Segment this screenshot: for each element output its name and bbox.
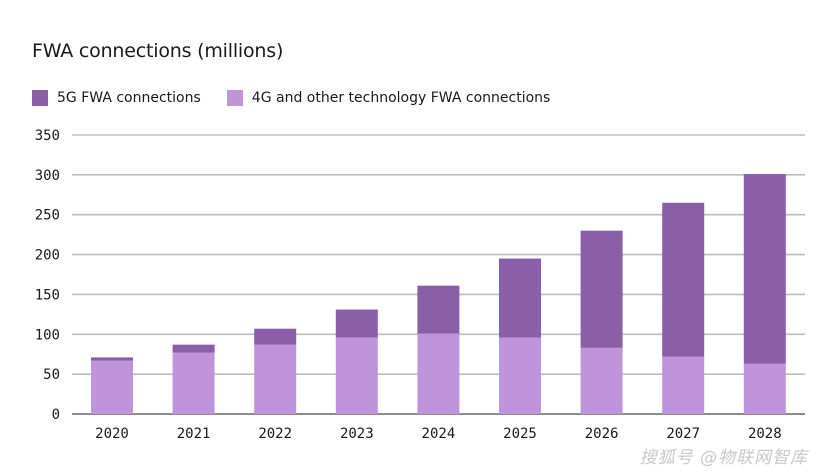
y-tick-label: 100 — [35, 327, 60, 343]
legend-swatch-5g — [32, 90, 48, 106]
legend-item-5g: 5G FWA connections — [32, 90, 201, 106]
x-tick-label: 2027 — [666, 426, 700, 442]
y-tick-label: 0 — [52, 407, 60, 423]
bar-5g-2028 — [743, 174, 786, 364]
chart-legend: 5G FWA connections 4G and other technolo… — [32, 90, 576, 106]
y-tick-label: 200 — [35, 248, 60, 264]
x-tick-label: 2022 — [258, 426, 292, 442]
bars — [91, 174, 786, 414]
legend-item-4g: 4G and other technology FWA connections — [226, 90, 551, 106]
bar-4g-2025 — [499, 337, 541, 414]
watermark: 搜狐号 @物联网智库 — [639, 448, 808, 468]
bar-5g-2022 — [254, 328, 297, 345]
y-tick-label: 350 — [35, 128, 60, 144]
y-axis-ticks: 0 50 100 150 200 250 300 350 — [35, 128, 60, 423]
bar-4g-2027 — [662, 356, 705, 414]
x-tick-label: 2024 — [422, 426, 456, 442]
x-tick-label: 2021 — [177, 426, 211, 442]
bar-4g-2022 — [254, 344, 297, 414]
bar-5g-2023 — [335, 309, 378, 338]
legend-label-5g: 5G FWA connections — [57, 90, 201, 106]
bar-4g-2020 — [91, 360, 133, 414]
x-tick-label: 2028 — [748, 426, 782, 442]
x-axis-ticks: 2020 2021 2022 2023 2024 2025 2026 2027 2028 — [95, 426, 782, 442]
y-tick-label: 300 — [35, 168, 60, 184]
legend-label-4g: 4G and other technology FWA connections — [251, 90, 551, 106]
bar-5g-2024 — [417, 285, 460, 334]
x-tick-label: 2025 — [503, 426, 537, 442]
bar-5g-2027 — [662, 202, 705, 357]
y-tick-label: 150 — [35, 287, 60, 303]
bar-4g-2021 — [172, 352, 215, 414]
chart-title: FWA connections (millions) — [32, 40, 284, 62]
bar-4g-2024 — [417, 333, 460, 414]
y-tick-label: 50 — [43, 367, 60, 383]
bar-5g-2026 — [580, 230, 623, 348]
y-tick-label: 250 — [35, 208, 60, 224]
bar-4g-2026 — [580, 347, 623, 414]
bar-5g-2020 — [91, 357, 133, 361]
x-tick-label: 2023 — [340, 426, 374, 442]
x-tick-label: 2020 — [95, 426, 129, 442]
bar-5g-2021 — [172, 344, 215, 353]
legend-swatch-4g — [226, 90, 243, 106]
bar-4g-2023 — [335, 337, 378, 414]
bar-4g-2028 — [743, 363, 786, 414]
x-tick-label: 2026 — [585, 426, 619, 442]
bar-5g-2025 — [499, 258, 541, 338]
